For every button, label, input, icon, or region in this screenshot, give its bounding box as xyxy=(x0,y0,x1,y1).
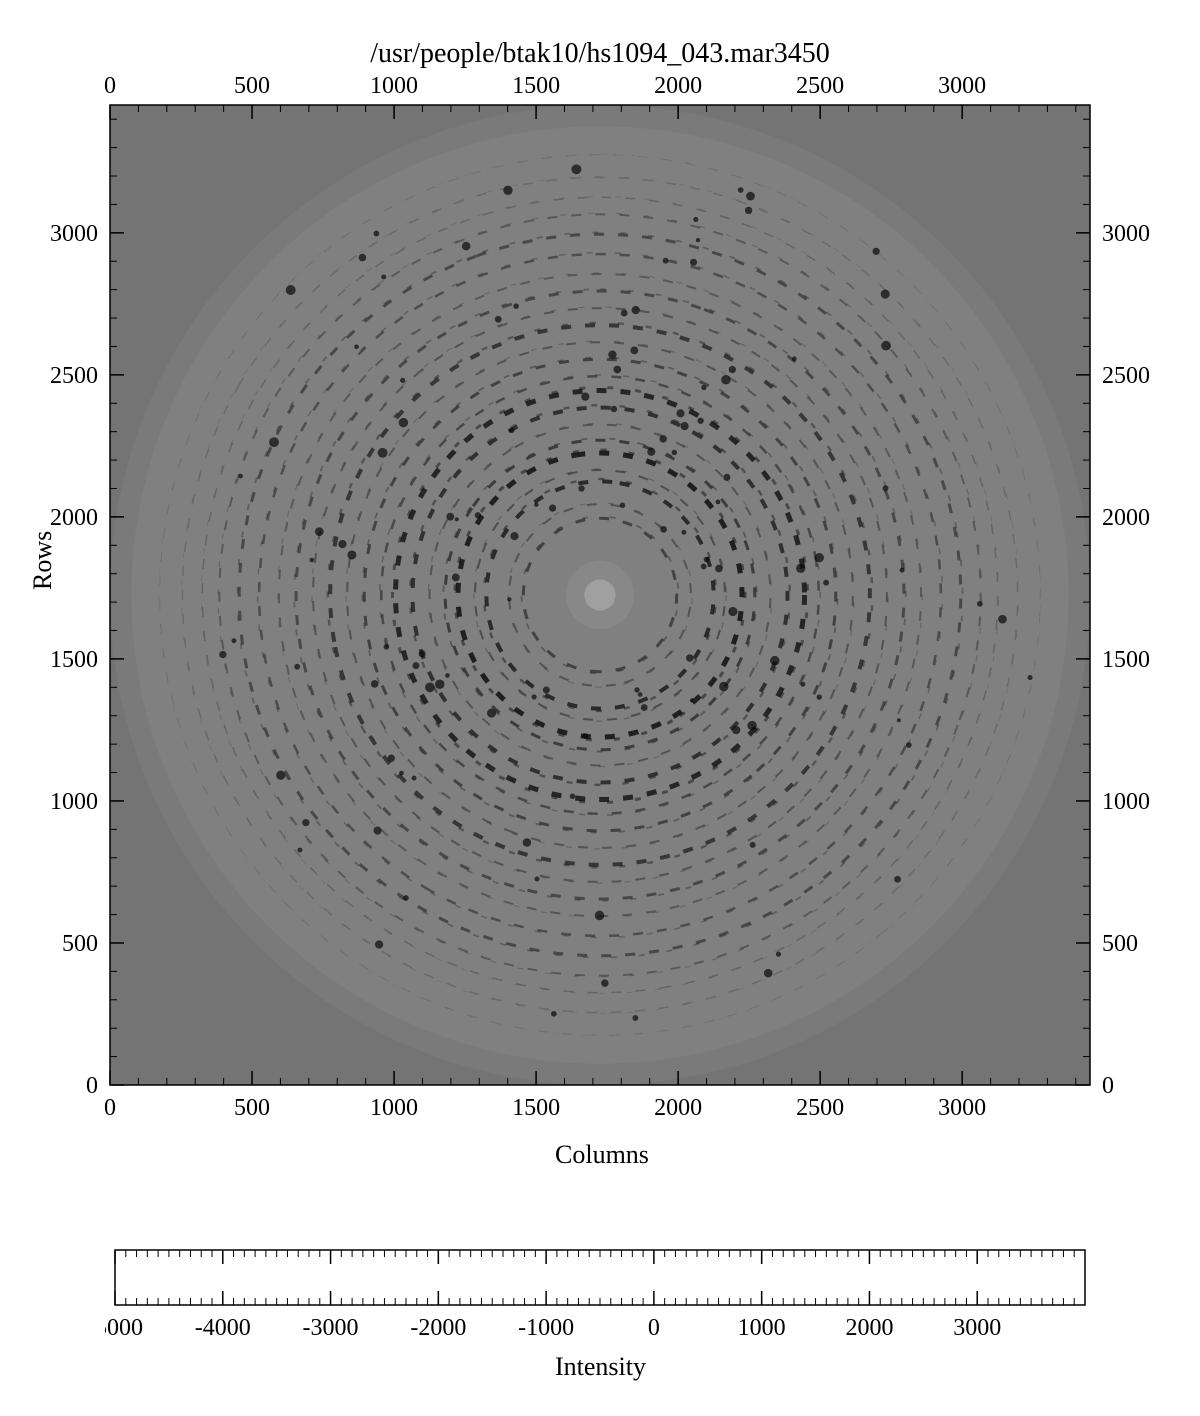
svg-text:1000: 1000 xyxy=(1102,789,1150,815)
svg-text:-2000: -2000 xyxy=(410,1315,466,1341)
svg-text:1000: 1000 xyxy=(738,1315,786,1341)
y-axis-label: Rows xyxy=(28,531,58,590)
main-plot: 0 500 1000 1500 2000 2500 3000 0 500 1000 1500 2000… xyxy=(50,45,1150,1145)
svg-text:0: 0 xyxy=(86,1073,98,1099)
svg-text:500: 500 xyxy=(234,1095,270,1121)
svg-text:2000: 2000 xyxy=(50,505,98,531)
svg-text:1000: 1000 xyxy=(370,1095,418,1121)
svg-text:0: 0 xyxy=(1102,1073,1114,1099)
svg-text:500: 500 xyxy=(1102,931,1138,957)
svg-text:1500: 1500 xyxy=(1102,647,1150,673)
svg-text:3000: 3000 xyxy=(938,73,986,99)
svg-text:1000: 1000 xyxy=(50,789,98,815)
svg-text:500: 500 xyxy=(62,931,98,957)
svg-text:-4000: -4000 xyxy=(195,1315,251,1341)
svg-text:1500: 1500 xyxy=(512,1095,560,1121)
svg-text:2500: 2500 xyxy=(796,73,844,99)
svg-text:2000: 2000 xyxy=(1102,505,1150,531)
svg-text:3000: 3000 xyxy=(938,1095,986,1121)
svg-text:0: 0 xyxy=(104,1095,116,1121)
svg-text:3000: 3000 xyxy=(50,221,98,247)
svg-text:500: 500 xyxy=(234,73,270,99)
svg-text:-5000: -5000 xyxy=(105,1315,143,1341)
svg-text:-3000: -3000 xyxy=(303,1315,359,1341)
svg-text:2000: 2000 xyxy=(654,1095,702,1121)
intensity-label: Intensity xyxy=(555,1352,646,1382)
intensity-colorbar: -5000 -4000 -3000 -2000 -1000 0 1000 2000 3000 xyxy=(105,1245,1095,1355)
svg-text:3000: 3000 xyxy=(1102,221,1150,247)
svg-text:2000: 2000 xyxy=(654,73,702,99)
svg-text:2500: 2500 xyxy=(796,1095,844,1121)
svg-text:2000: 2000 xyxy=(845,1315,893,1341)
svg-text:1000: 1000 xyxy=(370,73,418,99)
svg-text:2500: 2500 xyxy=(50,363,98,389)
svg-text:3000: 3000 xyxy=(953,1315,1001,1341)
x-axis-label: Columns xyxy=(555,1140,649,1170)
svg-text:-1000: -1000 xyxy=(518,1315,574,1341)
svg-text:2500: 2500 xyxy=(1102,363,1150,389)
svg-text:0: 0 xyxy=(104,73,116,99)
svg-text:1500: 1500 xyxy=(50,647,98,673)
svg-text:0: 0 xyxy=(648,1315,660,1341)
svg-text:1500: 1500 xyxy=(512,73,560,99)
